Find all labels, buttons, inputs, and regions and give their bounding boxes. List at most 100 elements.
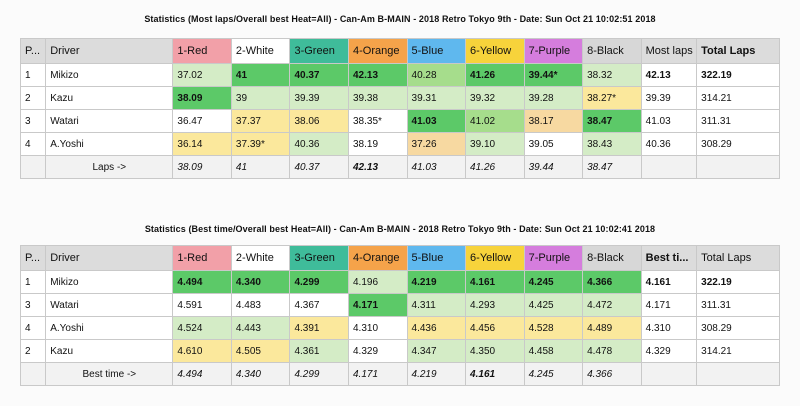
lap-cell: 41.02 [465, 109, 525, 133]
driver-cell: Mikizo [45, 63, 174, 87]
col-yellow-header[interactable]: 6-Yellow [465, 245, 525, 271]
table-row[interactable]: 1 Mikizo 4.494 4.340 4.299 4.196 4.219 4… [19, 270, 780, 294]
lap-cell: 36.47 [172, 109, 232, 133]
time-cell: 4.311 [406, 293, 467, 317]
col-orange-header[interactable]: 4-Orange [347, 38, 408, 64]
table-row[interactable]: 4 A.Yoshi 36.14 37.39* 40.36 38.19 37.26… [19, 132, 780, 156]
summary-empty-cell [19, 155, 47, 179]
time-cell: 4.219 [406, 270, 467, 294]
col-best-time-header[interactable]: Best ti... [640, 245, 698, 271]
driver-cell: A.Yoshi [45, 316, 174, 340]
table-row[interactable]: 2 Kazu 4.610 4.505 4.361 4.329 4.347 4.3… [19, 339, 780, 363]
time-cell: 4.456 [465, 316, 525, 340]
time-cell: 4.366 [582, 270, 642, 294]
summary-value: 41.03 [406, 155, 467, 179]
best-time-cell: 4.329 [640, 339, 698, 363]
best-time-cell: 4.171 [640, 293, 698, 317]
col-purple-header[interactable]: 7-Purple [523, 245, 584, 271]
time-cell: 4.329 [347, 339, 408, 363]
lap-cell: 38.06 [289, 109, 349, 133]
col-driver-header[interactable]: Driver [45, 245, 174, 271]
col-black-header[interactable]: 8-Black [582, 38, 642, 64]
lap-cell: 41.26 [465, 63, 525, 87]
summary-row: Best time -> 4.494 4.340 4.299 4.171 4.2… [19, 362, 780, 386]
summary-value: 41.26 [465, 155, 525, 179]
col-blue-header[interactable]: 5-Blue [406, 245, 467, 271]
summary-value: 4.245 [523, 362, 584, 386]
table-row[interactable]: 1 Mikizo 37.02 41 40.37 42.13 40.28 41.2… [19, 63, 780, 87]
position-cell: 2 [19, 339, 47, 363]
lap-cell: 38.32 [582, 63, 642, 87]
lap-cell: 38.17 [523, 109, 584, 133]
driver-cell: Mikizo [45, 270, 174, 294]
col-red-header[interactable]: 1-Red [172, 38, 232, 64]
time-cell: 4.340 [230, 270, 291, 294]
best-time-cell: 4.161 [640, 270, 698, 294]
time-cell: 4.350 [465, 339, 525, 363]
col-purple-header[interactable]: 7-Purple [523, 38, 584, 64]
col-green-header[interactable]: 3-Green [289, 245, 349, 271]
total-laps-cell: 311.31 [696, 293, 780, 317]
lap-cell: 39 [230, 86, 291, 110]
col-green-header[interactable]: 3-Green [289, 38, 349, 64]
table-row[interactable]: 2 Kazu 38.09 39 39.39 39.38 39.31 39.32 … [19, 86, 780, 110]
summary-value: 41 [230, 155, 291, 179]
time-cell: 4.171 [347, 293, 408, 317]
time-cell: 4.610 [172, 339, 232, 363]
most-laps-cell: 42.13 [640, 63, 698, 87]
col-position-header[interactable]: P... [19, 38, 47, 64]
total-laps-cell: 308.29 [696, 316, 780, 340]
lap-cell: 38.19 [347, 132, 408, 156]
lap-cell: 38.09 [172, 86, 232, 110]
time-cell: 4.161 [465, 270, 525, 294]
lap-cell: 39.31 [406, 86, 467, 110]
position-cell: 2 [19, 86, 47, 110]
table-row[interactable]: 4 A.Yoshi 4.524 4.443 4.391 4.310 4.436 … [19, 316, 780, 340]
time-cell: 4.478 [582, 339, 642, 363]
most-laps-table: P... Driver 1-Red 2-White 3-Green 4-Oran… [19, 38, 780, 179]
position-cell: 3 [19, 109, 47, 133]
table2-title: Statistics (Best time/Overall best Heat=… [144, 224, 656, 234]
lap-cell: 41 [230, 63, 291, 87]
header-row: P... Driver 1-Red 2-White 3-Green 4-Oran… [19, 245, 780, 271]
time-cell: 4.458 [523, 339, 584, 363]
col-orange-header[interactable]: 4-Orange [347, 245, 408, 271]
col-red-header[interactable]: 1-Red [172, 245, 232, 271]
summary-value: 4.299 [289, 362, 349, 386]
lap-cell: 41.03 [406, 109, 467, 133]
col-yellow-header[interactable]: 6-Yellow [465, 38, 525, 64]
position-cell: 3 [19, 293, 47, 317]
lap-cell: 38.47 [582, 109, 642, 133]
col-total-laps-header[interactable]: Total Laps [696, 245, 780, 271]
summary-value: 4.219 [406, 362, 467, 386]
summary-label: Laps -> [45, 155, 174, 179]
summary-empty-cell [696, 155, 780, 179]
lap-cell: 39.28 [523, 86, 584, 110]
col-most-laps-header[interactable]: Most laps [640, 38, 698, 64]
col-total-laps-header[interactable]: Total Laps [696, 38, 780, 64]
summary-value: 4.340 [230, 362, 291, 386]
col-blue-header[interactable]: 5-Blue [406, 38, 467, 64]
header-row: P... Driver 1-Red 2-White 3-Green 4-Oran… [19, 38, 780, 64]
table-row[interactable]: 3 Watari 36.47 37.37 38.06 38.35* 41.03 … [19, 109, 780, 133]
total-laps-cell: 311.31 [696, 109, 780, 133]
time-cell: 4.483 [230, 293, 291, 317]
time-cell: 4.361 [289, 339, 349, 363]
time-cell: 4.310 [347, 316, 408, 340]
col-driver-header[interactable]: Driver [45, 38, 174, 64]
best-time-cell: 4.310 [640, 316, 698, 340]
col-white-header[interactable]: 2-White [230, 38, 291, 64]
summary-empty-cell [19, 362, 47, 386]
time-cell: 4.347 [406, 339, 467, 363]
position-cell: 4 [19, 132, 47, 156]
most-laps-cell: 41.03 [640, 109, 698, 133]
col-white-header[interactable]: 2-White [230, 245, 291, 271]
table-row[interactable]: 3 Watari 4.591 4.483 4.367 4.171 4.311 4… [19, 293, 780, 317]
col-black-header[interactable]: 8-Black [582, 245, 642, 271]
time-cell: 4.293 [465, 293, 525, 317]
best-time-table: P... Driver 1-Red 2-White 3-Green 4-Oran… [19, 245, 780, 386]
time-cell: 4.436 [406, 316, 467, 340]
total-laps-cell: 322.19 [696, 270, 780, 294]
total-laps-cell: 314.21 [696, 339, 780, 363]
col-position-header[interactable]: P... [19, 245, 47, 271]
